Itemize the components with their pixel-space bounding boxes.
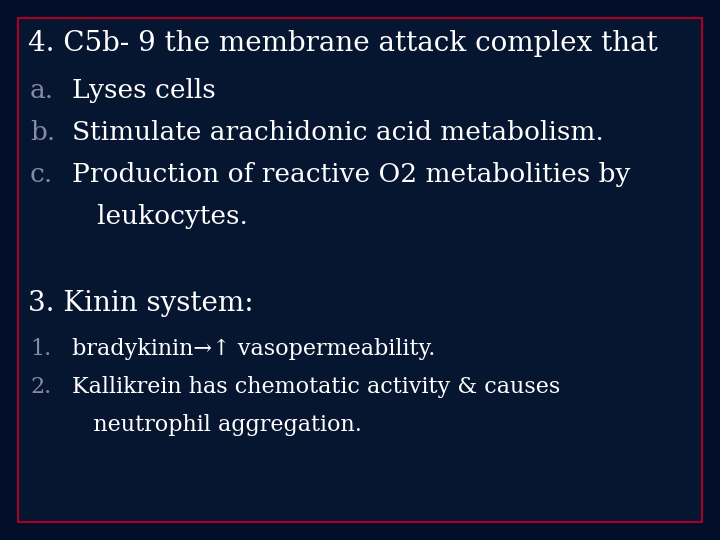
Text: 4. C5b- 9 the membrane attack complex that: 4. C5b- 9 the membrane attack complex th… bbox=[28, 30, 658, 57]
Text: Lyses cells: Lyses cells bbox=[72, 78, 216, 103]
Text: 1.: 1. bbox=[30, 338, 51, 360]
Text: bradykinin→↑ vasopermeability.: bradykinin→↑ vasopermeability. bbox=[72, 338, 436, 360]
Text: neutrophil aggregation.: neutrophil aggregation. bbox=[72, 414, 362, 436]
Text: 2.: 2. bbox=[30, 376, 51, 398]
FancyBboxPatch shape bbox=[18, 18, 702, 522]
Text: b.: b. bbox=[30, 120, 55, 145]
Text: 3. Kinin system:: 3. Kinin system: bbox=[28, 290, 253, 317]
Text: Production of reactive O2 metabolities by: Production of reactive O2 metabolities b… bbox=[72, 162, 631, 187]
Text: Stimulate arachidonic acid metabolism.: Stimulate arachidonic acid metabolism. bbox=[72, 120, 604, 145]
Text: leukocytes.: leukocytes. bbox=[72, 204, 248, 229]
Text: a.: a. bbox=[30, 78, 54, 103]
Text: c.: c. bbox=[30, 162, 53, 187]
Text: Kallikrein has chemotatic activity & causes: Kallikrein has chemotatic activity & cau… bbox=[72, 376, 560, 398]
